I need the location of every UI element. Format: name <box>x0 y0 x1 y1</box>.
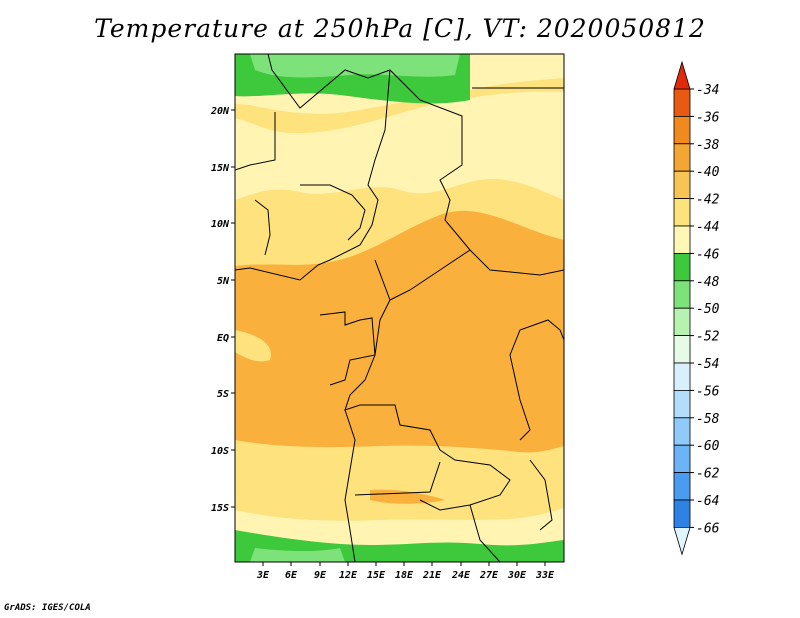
lon-tick-label: 24E <box>451 570 471 581</box>
colorbar: -34 -36 -38 -40 -42 -44 -46 -48 -50 -52 -54 -56 -58 -… <box>673 60 720 556</box>
colorbar-label: -60 <box>696 439 720 454</box>
colorbar-bottom-arrow <box>673 527 691 556</box>
field-minus40-patch <box>280 190 330 246</box>
colorbar-swatch <box>673 143 691 172</box>
colorbar-swatch <box>673 116 691 145</box>
colorbar-swatch <box>673 417 691 446</box>
colorbar-label: -44 <box>696 220 719 235</box>
country-boundaries <box>235 54 564 562</box>
colorbar-swatch <box>673 88 691 117</box>
lon-tick-label: 6E <box>285 570 298 581</box>
colorbar-label: -46 <box>696 247 720 262</box>
credit-label: GrADS: IGES/COLA <box>4 603 91 613</box>
colorbar-swatch <box>673 225 691 254</box>
colorbar-swatch <box>673 198 691 227</box>
field-minus46-south <box>250 548 345 562</box>
lat-tick-label: 10N <box>211 219 230 230</box>
lat-tick-label: 15S <box>211 503 229 514</box>
lat-tick-label: 15N <box>211 163 230 174</box>
lon-tick-label: 3E <box>256 570 270 581</box>
colorbar-label: -38 <box>696 138 720 153</box>
lat-tick-label: EQ <box>217 333 229 344</box>
lon-tick-label: 18E <box>395 570 414 581</box>
colorbar-label: -56 <box>696 384 720 399</box>
colorbar-label: -54 <box>696 357 719 372</box>
map-title: Temperature at 250hPa [C], VT: 202005081… <box>94 14 706 43</box>
colorbar-swatch <box>673 252 691 282</box>
lat-tick-label: 20N <box>210 106 230 117</box>
colorbar-label: -52 <box>696 330 720 345</box>
colorbar-label: -62 <box>696 467 720 482</box>
temperature-field <box>235 54 564 562</box>
lon-tick-label: 12E <box>339 570 358 581</box>
colorbar-swatch <box>673 335 691 364</box>
colorbar-label: -58 <box>696 412 720 427</box>
colorbar-label: -34 <box>696 83 719 98</box>
lat-tick-label: 5N <box>217 276 230 287</box>
colorbar-swatch <box>673 307 691 337</box>
colorbar-swatch <box>673 444 691 474</box>
lon-tick-label: 9E <box>314 570 327 581</box>
colorbar-swatch <box>673 280 691 309</box>
lat-axis: 20N 15N 10N 5N EQ 5S 10S 15S <box>210 106 235 514</box>
colorbar-swatch <box>673 362 691 391</box>
colorbar-swatch <box>673 389 691 419</box>
lat-tick-label: 10S <box>211 446 229 457</box>
colorbar-label: -42 <box>696 193 720 208</box>
field-minus46-north <box>250 54 460 78</box>
lon-tick-label: 33E <box>535 570 555 581</box>
lon-tick-label: 27E <box>479 570 499 581</box>
colorbar-swatch <box>673 499 691 528</box>
lon-tick-label: 21E <box>422 570 442 581</box>
colorbar-label: -50 <box>696 302 720 317</box>
colorbar-top-arrow <box>673 60 691 90</box>
colorbar-swatch <box>673 472 691 501</box>
lon-axis: 3E 6E 9E 12E 15E 18E 21E 24E 27E 30E 33E <box>256 562 555 581</box>
field-minus40-west <box>235 330 271 362</box>
lon-tick-label: 15E <box>367 570 386 581</box>
colorbar-swatch <box>673 170 691 199</box>
colorbar-label: -66 <box>696 521 720 536</box>
colorbar-label: -64 <box>696 494 719 509</box>
lon-tick-label: 30E <box>507 570 527 581</box>
colorbar-label: -40 <box>696 165 720 180</box>
colorbar-label: -36 <box>696 110 720 125</box>
colorbar-label: -48 <box>696 275 720 290</box>
map-frame <box>234 53 565 563</box>
lat-tick-label: 5S <box>217 389 229 400</box>
